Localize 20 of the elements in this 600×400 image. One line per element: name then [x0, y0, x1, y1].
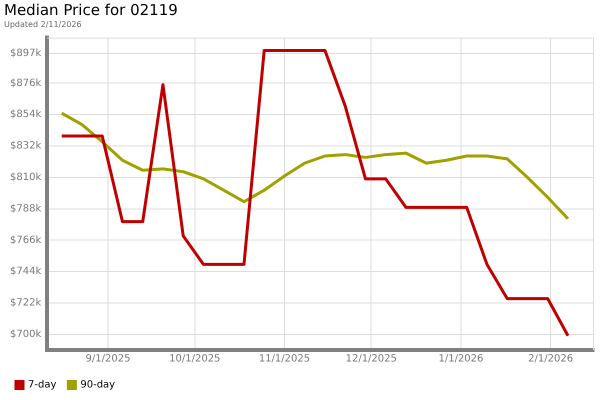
y-tick-label: $700k: [10, 328, 42, 340]
y-tick-label: $766k: [10, 234, 42, 246]
y-tick-label: $788k: [10, 203, 42, 214]
x-tick-label: 2/1/2026: [528, 354, 574, 365]
x-tick-label: 11/1/2025: [258, 354, 310, 365]
y-tick-label: $744k: [10, 266, 42, 278]
legend-label: 7-day: [28, 380, 56, 391]
y-tick-label: $722k: [10, 298, 42, 309]
y-tick-label: $832k: [10, 140, 42, 152]
chart-subtitle: Updated 2/11/2026: [4, 20, 82, 29]
y-tick-label: $876k: [10, 78, 42, 89]
y-tick-label: $854k: [10, 109, 42, 120]
legend-label: 90-day: [80, 380, 116, 391]
y-tick-label: $897k: [10, 48, 42, 59]
x-tick-label: 10/1/2025: [169, 354, 220, 365]
x-tick-label: 12/1/2025: [346, 354, 397, 365]
x-tick-label: 1/1/2026: [438, 354, 484, 365]
x-tick-label: 9/1/2025: [86, 354, 130, 365]
y-tick-label: $810k: [10, 172, 42, 183]
chart-title: Median Price for 02119: [4, 0, 178, 19]
